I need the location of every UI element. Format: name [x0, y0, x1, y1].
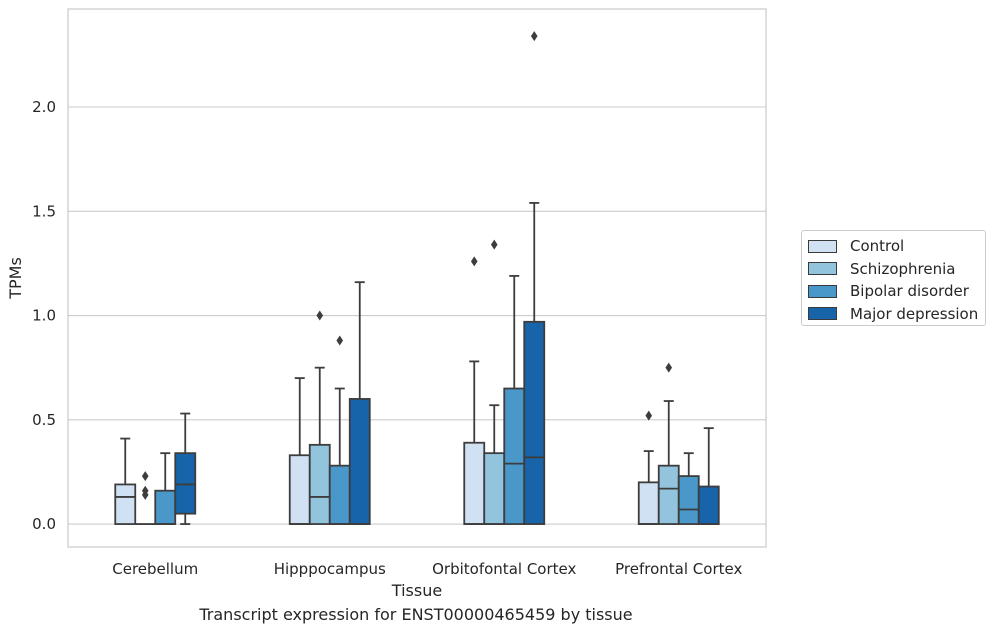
box-iqr [114, 483, 137, 525]
legend-label-schizophrenia: Schizophrenia [850, 259, 956, 278]
outlier-point [141, 471, 149, 482]
outlier-point [470, 256, 478, 267]
box-control-prefrontal-cortex [637, 410, 660, 525]
y-tick-label: 1.5 [32, 202, 56, 220]
y-axis-ticks: 0.0 0.5 1.0 1.5 2.0 [32, 98, 56, 533]
x-axis-ticks: Cerebellum Hipppocampus Orbitofontal Corte… [112, 560, 742, 578]
box-iqr [154, 489, 177, 525]
box-bipolar-disorder-hipppocampus [328, 335, 351, 525]
legend: Control Schizophrenia Bipolar disorder M… [801, 230, 986, 326]
box-iqr [503, 387, 526, 525]
box-iqr [463, 441, 486, 525]
box-schizophrenia-prefrontal-cortex [657, 362, 680, 525]
box-major-depression-prefrontal-cortex [697, 427, 720, 525]
box-iqr [483, 452, 506, 525]
box-major-depression-orbitofontal-cortex [523, 31, 546, 525]
legend-label-bipolar-disorder: Bipolar disorder [850, 282, 969, 301]
x-tick-label: Orbitofontal Cortex [432, 560, 576, 578]
box-major-depression-hipppocampus [348, 281, 371, 525]
legend-swatch-control [808, 239, 837, 253]
box-iqr [328, 464, 351, 525]
x-tick-label: Prefrontal Cortex [615, 560, 742, 578]
box-major-depression-cerebellum [174, 412, 197, 525]
legend-item-schizophrenia: Schizophrenia [808, 258, 979, 281]
outlier-point [336, 335, 344, 346]
x-tick-label: Cerebellum [112, 560, 198, 578]
outlier-point [530, 31, 538, 42]
box-schizophrenia-cerebellum [135, 471, 156, 525]
outlier-point [645, 410, 653, 421]
legend-label-major-depression: Major depression [850, 304, 979, 323]
box-bipolar-disorder-orbitofontal-cortex [503, 275, 526, 525]
box-iqr [677, 475, 700, 525]
outlier-point [316, 310, 324, 321]
legend-item-major-depression: Major depression [808, 303, 979, 326]
y-tick-label: 1.0 [32, 307, 56, 325]
chart-caption: Transcript expression for ENST0000046545… [199, 605, 633, 624]
legend-swatch-major-depression [808, 307, 837, 321]
y-axis-label: TPMs [6, 257, 25, 300]
box-control-cerebellum [114, 437, 137, 525]
x-tick-label: Hipppocampus [274, 560, 386, 578]
box-iqr [637, 481, 660, 525]
box-iqr [348, 398, 371, 525]
box-iqr [308, 443, 331, 525]
legend-swatch-bipolar-disorder [808, 284, 837, 298]
x-axis-label: Tissue [391, 581, 442, 600]
box-iqr [174, 452, 197, 515]
outlier-point [141, 485, 149, 496]
box-iqr [697, 485, 720, 525]
box-bipolar-disorder-cerebellum [154, 452, 177, 525]
plot-frame [67, 8, 767, 548]
legend-item-control: Control [808, 235, 979, 258]
box-iqr [288, 454, 311, 525]
legend-label-control: Control [850, 237, 905, 256]
legend-swatch-schizophrenia [808, 262, 837, 276]
boxes-layer [114, 31, 720, 525]
box-iqr [523, 320, 546, 525]
legend-item-bipolar-disorder: Bipolar disorder [808, 280, 979, 303]
outlier-point [665, 362, 673, 373]
outlier-point [490, 239, 498, 250]
y-tick-label: 2.0 [32, 98, 56, 116]
box-iqr [657, 464, 680, 525]
y-tick-label: 0.0 [32, 515, 56, 533]
y-tick-label: 0.5 [32, 411, 56, 429]
box-bipolar-disorder-prefrontal-cortex [677, 452, 700, 525]
